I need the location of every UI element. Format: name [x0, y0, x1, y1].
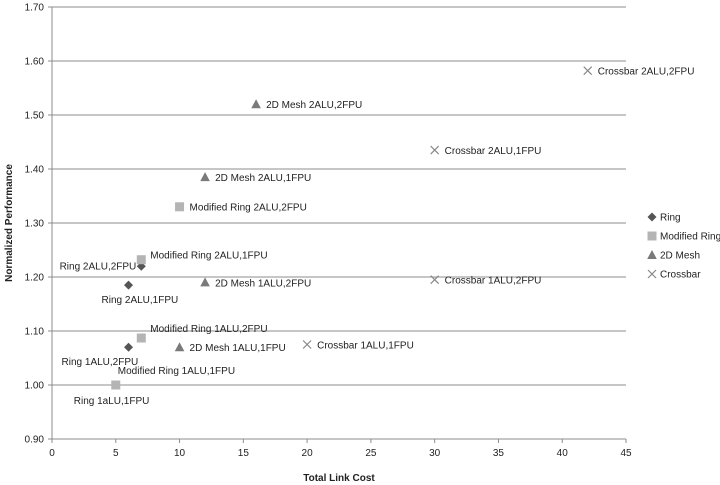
y-tick-labels: 0.90 1.00 1.10 1.20 1.30 1.40 1.50 1.60 1.70 — [25, 3, 45, 446]
legend: Ring Modified Ring 2D Mesh Crossbar — [647, 212, 720, 281]
data-point — [583, 66, 593, 76]
y-tick-label: 1.10 — [25, 327, 45, 338]
y-tick-label: 1.70 — [25, 3, 45, 14]
point-label: Ring 2ALU,1FPU — [102, 295, 179, 306]
x-tick-labels: 0 5 10 15 20 25 30 35 40 45 — [49, 448, 632, 459]
y-tick-label: 1.50 — [25, 111, 45, 122]
point-label: Ring 1aLU,1FPU — [74, 396, 150, 407]
y-tick-label: 1.30 — [25, 219, 45, 230]
data-point — [200, 172, 210, 182]
x-marker-stroke — [583, 66, 593, 76]
data-point — [175, 202, 185, 212]
y-tick-label: 1.60 — [25, 57, 45, 68]
legend-label: Modified Ring — [660, 232, 720, 243]
data-point — [174, 342, 185, 352]
point-label: Modified Ring 2ALU,1FPU — [150, 251, 267, 262]
data-points — [111, 66, 593, 390]
point-label: Crossbar 2ALU,2FPU — [598, 67, 695, 78]
x-tick-label: 5 — [113, 448, 119, 459]
legend-label: 2D Mesh — [660, 251, 700, 262]
legend-marker — [647, 269, 657, 279]
legend-marker — [647, 231, 657, 241]
point-label: Crossbar 1ALU,1FPU — [317, 341, 414, 352]
x-marker-stroke — [430, 275, 440, 285]
x-tick-label: 35 — [493, 448, 505, 459]
point-label: Crossbar 1ALU,2FPU — [445, 276, 542, 287]
x-tick-label: 0 — [49, 448, 55, 459]
data-point — [111, 380, 121, 390]
y-tick-label: 1.20 — [25, 273, 45, 284]
x-tick-label: 40 — [557, 448, 569, 459]
x-marker-stroke — [647, 269, 657, 279]
legend-marker — [647, 212, 657, 222]
data-point — [251, 99, 261, 109]
y-axis-title: Normalized Performance — [4, 164, 15, 282]
data-point — [430, 145, 440, 155]
point-label: Modified Ring 2ALU,2FPU — [190, 202, 307, 213]
legend-marker — [647, 250, 657, 259]
data-point — [124, 280, 134, 290]
y-tick-label: 1.00 — [25, 381, 45, 392]
point-label: 2D Mesh 1ALU,1FPU — [190, 343, 286, 354]
legend-label: Ring — [660, 213, 681, 224]
axes — [48, 6, 627, 443]
point-labels: Ring 1ALU,2FPU Ring 2ALU,1FPU Ring 2ALU,2F… — [60, 67, 695, 407]
point-label: Modified Ring 1ALU,1FPU — [118, 366, 235, 377]
point-label: Ring 2ALU,2FPU — [60, 262, 137, 273]
x-tick-label: 10 — [174, 448, 186, 459]
data-point — [200, 277, 210, 287]
x-marker-stroke — [302, 340, 312, 349]
point-label: 2D Mesh 2ALU,2FPU — [266, 100, 362, 111]
x-tick-label: 15 — [238, 448, 250, 459]
point-label: Modified Ring 1ALU,2FPU — [150, 324, 267, 335]
data-point — [136, 333, 146, 343]
x-tick-label: 25 — [365, 448, 377, 459]
data-point — [136, 255, 146, 265]
y-tick-label: 0.90 — [25, 435, 45, 446]
point-label: 2D Mesh 1ALU,2FPU — [215, 278, 311, 289]
point-label: 2D Mesh 2ALU,1FPU — [215, 173, 311, 184]
x-tick-label: 20 — [302, 448, 314, 459]
point-label: Crossbar 2ALU,1FPU — [445, 146, 542, 157]
x-tick-label: 30 — [429, 448, 441, 459]
x-marker-stroke — [430, 145, 440, 155]
x-axis-title: Total Link Cost — [303, 473, 375, 484]
data-point — [302, 340, 312, 349]
data-point — [430, 275, 440, 285]
y-tick-label: 1.40 — [25, 165, 45, 176]
data-point — [124, 342, 134, 352]
legend-label: Crossbar — [660, 270, 701, 281]
point-label: Ring 1ALU,2FPU — [62, 357, 139, 368]
x-tick-label: 45 — [620, 448, 632, 459]
gridlines — [52, 6, 626, 386]
